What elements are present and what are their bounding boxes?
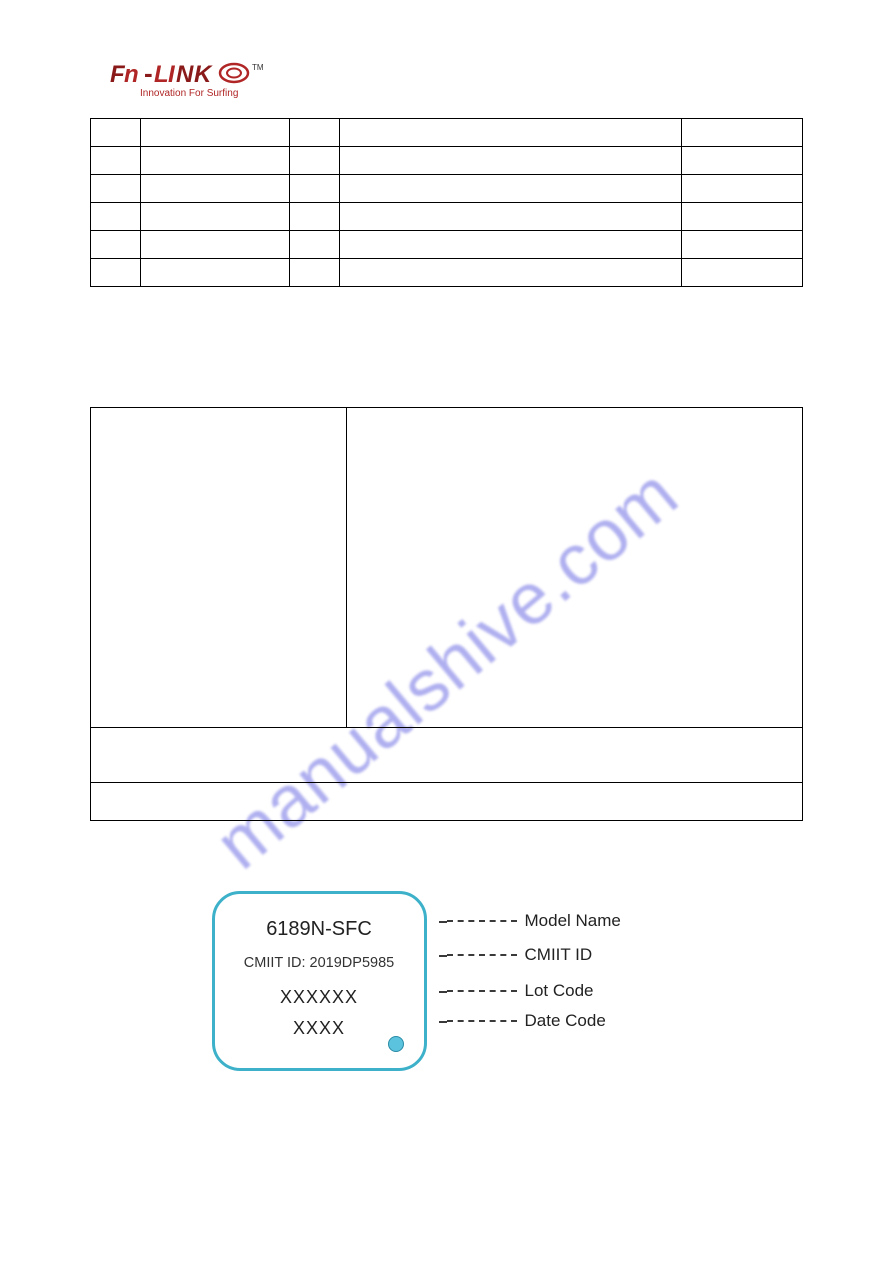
callout-lot-code: Lot Code [447,981,621,1001]
table-row [91,175,803,203]
chip-pin1-dot-icon [388,1036,404,1052]
callout-label: Date Code [525,1011,606,1031]
brand-logo: F n - L I N K TM Innovation For Surfing [110,60,803,100]
callout-label: Lot Code [525,981,594,1001]
chip-label-diagram: 6189N-SFC CMIIT ID: 2019DP5985 XXXXXX XX… [187,891,707,1071]
table-row [91,147,803,175]
table-row [91,783,803,821]
svg-text:-: - [144,60,153,88]
callout-label: Model Name [525,911,621,931]
callout-date-code: Date Code [447,1011,621,1031]
chip-outline: 6189N-SFC CMIIT ID: 2019DP5985 XXXXXX XX… [212,891,427,1071]
table-row [91,728,803,783]
table-row [91,119,803,147]
callout-label: CMIIT ID [525,945,593,965]
table-row [91,408,803,728]
svg-text:I: I [168,61,176,88]
chip-model-name: 6189N-SFC [225,918,414,941]
chip-date-code: XXXX [225,1018,414,1039]
table-row [91,259,803,287]
fn-link-logo-icon: F n - L I N K TM Innovation For Surfing [110,60,265,100]
svg-text:n: n [124,61,139,88]
table-row [91,203,803,231]
svg-text:TM: TM [252,63,264,72]
svg-text:L: L [154,61,169,88]
spec-table-bottom [90,407,803,821]
chip-cmiit-id: CMIIT ID: 2019DP5985 [225,955,414,971]
svg-text:K: K [194,61,213,88]
callout-model-name: Model Name [447,911,621,931]
table-row [91,231,803,259]
callout-cmiit-id: CMIIT ID [447,945,621,965]
spec-table-top [90,118,803,287]
svg-text:Innovation For Surfing: Innovation For Surfing [140,88,238,99]
svg-text:N: N [176,61,194,88]
chip-callout-labels: Model Name CMIIT ID Lot Code Date Code [447,899,621,1031]
chip-lot-code: XXXXXX [225,987,414,1008]
